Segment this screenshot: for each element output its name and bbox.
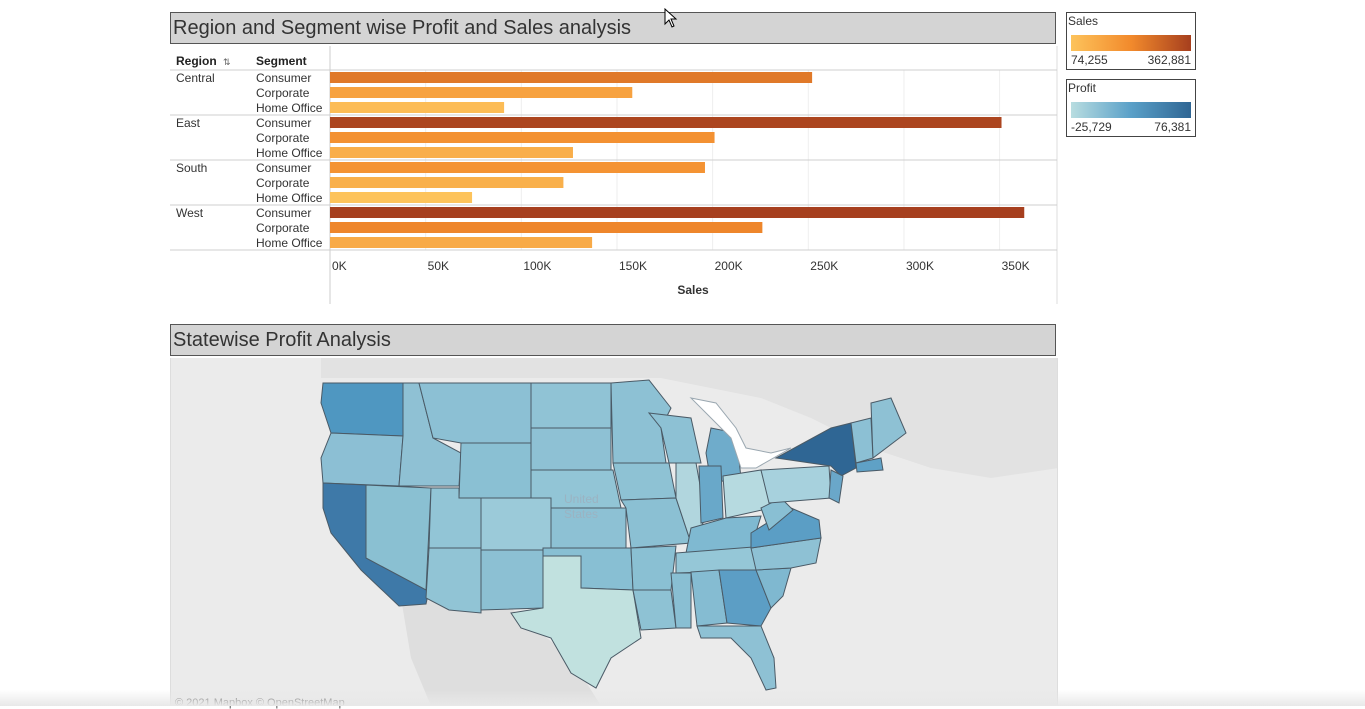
- bar-south-home-office[interactable]: [330, 192, 473, 203]
- segment-label: Corporate: [256, 176, 310, 190]
- profit-legend-title: Profit: [1068, 81, 1097, 95]
- sales-legend-min: 74,255: [1071, 53, 1108, 67]
- bar-west-corporate[interactable]: [330, 222, 763, 233]
- x-tick-label: 150K: [619, 259, 647, 273]
- state-maine[interactable]: [870, 397, 907, 459]
- sort-icon[interactable]: ⇅: [223, 57, 231, 67]
- bar-east-home-office[interactable]: [330, 147, 573, 158]
- bar-chart: Region ⇅ Segment Central Consumer Corporate Ho…: [170, 46, 1060, 306]
- state-arizona[interactable]: [425, 547, 482, 614]
- region-label: East: [176, 116, 201, 130]
- map-title: Statewise Profit Analysis: [170, 324, 1056, 356]
- country-label: United: [564, 492, 599, 506]
- region-label: West: [176, 206, 204, 220]
- state-missouri[interactable]: [620, 497, 692, 549]
- state-florida[interactable]: [696, 625, 777, 691]
- x-tick-label: 350K: [1002, 259, 1030, 273]
- sales-legend[interactable]: Sales 74,255 362,881: [1066, 12, 1196, 70]
- x-tick-label: 100K: [523, 259, 551, 273]
- us-map[interactable]: United States: [170, 358, 1058, 706]
- x-tick-label: 250K: [810, 259, 838, 273]
- segment-label: Home Office: [256, 146, 323, 160]
- state-massachusetts[interactable]: [855, 457, 884, 473]
- region-header: Region: [176, 54, 217, 68]
- segment-label: Consumer: [256, 71, 311, 85]
- x-tick-label: 50K: [428, 259, 449, 273]
- state-indiana[interactable]: [698, 465, 724, 524]
- bar-east-consumer[interactable]: [330, 117, 1002, 128]
- segment-label: Home Office: [256, 236, 323, 250]
- segment-label: Corporate: [256, 221, 310, 235]
- x-tick-label: 200K: [715, 259, 743, 273]
- state-louisiana[interactable]: [632, 589, 677, 631]
- state-new-mexico[interactable]: [480, 549, 544, 611]
- bar-central-corporate[interactable]: [330, 87, 633, 98]
- bar-south-consumer[interactable]: [330, 162, 705, 173]
- x-tick-label: 300K: [906, 259, 934, 273]
- us-map-svg: United States: [320, 358, 1057, 706]
- segment-label: Consumer: [256, 116, 311, 130]
- state-montana[interactable]: [418, 382, 532, 444]
- segment-label: Home Office: [256, 191, 323, 205]
- segment-label: Consumer: [256, 161, 311, 175]
- state-north-dakota[interactable]: [530, 382, 612, 429]
- bar-south-corporate[interactable]: [330, 177, 564, 188]
- bar-east-corporate[interactable]: [330, 132, 715, 143]
- segment-label: Corporate: [256, 86, 310, 100]
- segment-label: Corporate: [256, 131, 310, 145]
- sales-legend-max: 362,881: [1147, 53, 1191, 67]
- state-oregon[interactable]: [320, 432, 404, 487]
- country-label-2: States: [564, 507, 598, 521]
- bar-central-home-office[interactable]: [330, 102, 505, 113]
- x-axis-title: Sales: [677, 283, 709, 297]
- state-new-york[interactable]: [774, 422, 857, 477]
- sales-color-ramp: [1071, 35, 1191, 51]
- profit-legend-min: -25,729: [1071, 120, 1112, 134]
- states-layer: [320, 379, 907, 691]
- sales-legend-title: Sales: [1068, 14, 1099, 28]
- bar-west-consumer[interactable]: [330, 207, 1025, 218]
- x-tick-label: 0K: [332, 259, 347, 273]
- segment-header: Segment: [256, 54, 307, 68]
- bottom-scrollbar-shadow: [0, 690, 1365, 706]
- state-south-dakota[interactable]: [530, 427, 612, 471]
- state-iowa[interactable]: [612, 462, 677, 501]
- state-colorado[interactable]: [480, 497, 552, 551]
- bar-west-home-office[interactable]: [330, 237, 593, 248]
- state-mississippi[interactable]: [670, 572, 692, 629]
- region-label: South: [176, 161, 207, 175]
- profit-legend-max: 76,381: [1154, 120, 1191, 134]
- state-arkansas[interactable]: [630, 545, 677, 591]
- bar-central-consumer[interactable]: [330, 72, 813, 83]
- state-georgia[interactable]: [718, 569, 772, 627]
- mouse-cursor-icon: [664, 7, 678, 33]
- state-washington[interactable]: [320, 382, 404, 437]
- state-wyoming[interactable]: [458, 442, 532, 499]
- segment-label: Home Office: [256, 101, 323, 115]
- state-texas[interactable]: [510, 555, 642, 689]
- profit-legend[interactable]: Profit -25,729 76,381: [1066, 79, 1196, 137]
- mexico-land: [401, 598, 601, 706]
- region-label: Central: [176, 71, 215, 85]
- state-pennsylvania[interactable]: [760, 465, 832, 504]
- segment-label: Consumer: [256, 206, 311, 220]
- bar-chart-title: Region and Segment wise Profit and Sales…: [170, 12, 1056, 44]
- profit-color-ramp: [1071, 102, 1191, 118]
- state-new-jersey[interactable]: [828, 469, 844, 504]
- great-lakes: [689, 397, 792, 469]
